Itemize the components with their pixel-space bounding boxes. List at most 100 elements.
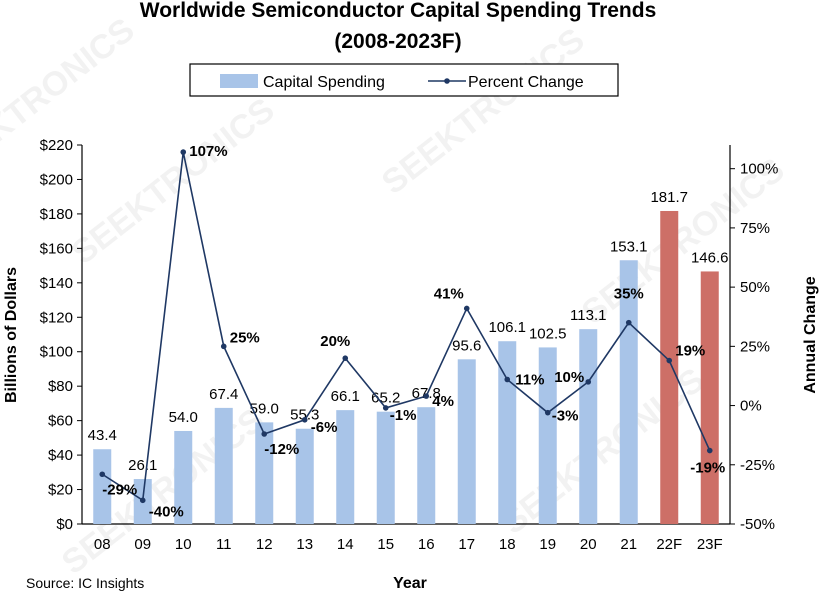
x-tick-label: 22F: [656, 536, 682, 553]
bar: [498, 341, 517, 524]
x-tick-label: 10: [175, 536, 192, 553]
bar: [255, 422, 274, 524]
left-axis-ticks: $0 $20 $40 $60 $80 $100 $120 $140 $160 $180 $200 $2…: [40, 137, 82, 533]
line-point: [423, 393, 430, 399]
x-tick-label: 15: [377, 536, 394, 553]
x-tick-label: 16: [418, 536, 435, 553]
line-value-label: 25%: [230, 329, 260, 346]
line-point: [261, 431, 268, 437]
right-tick-label: 0%: [740, 398, 762, 415]
x-tick-label: 17: [458, 536, 475, 553]
line-value-label: -19%: [690, 460, 725, 477]
left-tick-label: $220: [40, 137, 73, 154]
bar: [579, 329, 598, 524]
line-value-label: -1%: [390, 407, 417, 424]
line-point: [301, 416, 308, 423]
x-tick-label: 08: [94, 536, 111, 553]
line-value-label: -3%: [552, 408, 579, 425]
legend-label-line: Percent Change: [468, 74, 584, 91]
line-value-labels: -29% -40% 107% 25% -12% -6% 20% -1% 4% 41% 11% -3% 1…: [102, 143, 725, 520]
watermark-text: SEEKTRONICS: [0, 11, 142, 192]
line-value-label: 4%: [432, 393, 454, 410]
right-tick-label: 50%: [740, 279, 770, 296]
bar-value-label: 153.1: [610, 238, 648, 255]
line-point: [139, 497, 146, 504]
line-value-label: 11%: [515, 372, 544, 389]
legend-label-bar: Capital Spending: [263, 74, 385, 91]
line-series: [99, 149, 713, 504]
bar-value-label: 55.3: [290, 407, 319, 424]
x-tick-label: 21: [620, 536, 637, 553]
right-tick-label: 100%: [740, 161, 778, 178]
line-value-label: 20%: [320, 333, 350, 350]
bar-value-label: 54.0: [169, 409, 198, 426]
line-point: [180, 149, 187, 155]
x-tick-label: 12: [256, 536, 273, 553]
source-note: Source: IC Insights: [26, 575, 144, 591]
legend-swatch-marker: [444, 78, 450, 84]
x-tick-label: 09: [134, 536, 151, 553]
line-point: [220, 343, 227, 350]
line-value-label: -12%: [264, 441, 299, 458]
line-point: [382, 405, 389, 411]
line-value-label: 10%: [554, 369, 584, 386]
left-tick-label: $100: [40, 344, 73, 361]
x-tick-label: 19: [539, 536, 556, 553]
x-tick-label: 13: [296, 536, 313, 553]
bar: [295, 428, 314, 524]
bar: [417, 407, 436, 524]
right-tick-label: -50%: [740, 516, 775, 533]
bar: [660, 210, 679, 524]
bar: [336, 410, 355, 524]
x-tick-label: 20: [580, 536, 597, 553]
bar-value-label: 43.4: [88, 427, 117, 444]
bar: [700, 271, 719, 524]
left-tick-label: $20: [48, 482, 73, 499]
legend-box: [189, 63, 619, 97]
line-value-label: 19%: [675, 343, 705, 360]
left-tick-label: $200: [40, 171, 73, 188]
bar-value-label: 26.1: [128, 457, 157, 474]
left-tick-label: $140: [40, 275, 73, 292]
x-tick-label: 14: [337, 536, 354, 553]
bar-value-labels: 43.426.154.067.459.055.366.165.267.895.6…: [88, 189, 729, 474]
bar-value-label: 59.0: [250, 400, 279, 417]
chart-subtitle: (2008-2023F): [334, 30, 461, 53]
right-tick-label: -25%: [740, 457, 775, 474]
bar: [174, 430, 193, 524]
bar-value-label: 113.1: [570, 307, 606, 324]
left-tick-label: $60: [48, 413, 73, 430]
legend-swatch-bar: [220, 74, 258, 88]
line-point: [544, 409, 551, 416]
x-tick-label: 11: [216, 536, 232, 553]
watermark-text: SEEKTRONICS: [575, 151, 792, 332]
line-value-label: -29%: [102, 481, 137, 498]
chart-title: Worldwide Semiconductor Capital Spending…: [140, 0, 657, 22]
line-point: [625, 319, 632, 326]
x-axis-title: Year: [393, 575, 427, 592]
bar-value-label: 102.5: [529, 325, 567, 342]
bar: [457, 359, 476, 524]
right-tick-label: 75%: [740, 220, 770, 237]
left-tick-label: $80: [48, 378, 73, 395]
bar-value-label: 66.1: [331, 388, 360, 405]
x-tick-label: 18: [499, 536, 516, 553]
line-value-label: 107%: [189, 143, 227, 160]
line-point: [99, 471, 106, 478]
x-axis-ticks: 08 09 10 11 12 13 14 15 16 17 18 19 20 21 22F 23F: [94, 536, 723, 553]
line-point: [504, 376, 511, 383]
right-axis-ticks: -50% -25% 0% 25% 50% 75% 100%: [730, 161, 778, 533]
line-point: [342, 355, 349, 361]
bar: [93, 449, 112, 524]
line-point: [706, 447, 713, 454]
left-tick-label: $180: [40, 206, 73, 223]
bar-value-label: 146.6: [691, 249, 729, 266]
line-value-label: 35%: [614, 286, 644, 303]
bar-value-label: 65.2: [371, 390, 400, 407]
bar-value-label: 181.7: [650, 189, 688, 206]
y2-axis-title: Annual Change: [802, 276, 819, 393]
left-tick-label: $0: [56, 516, 73, 533]
left-tick-label: $160: [40, 240, 73, 257]
left-tick-label: $40: [48, 447, 73, 464]
